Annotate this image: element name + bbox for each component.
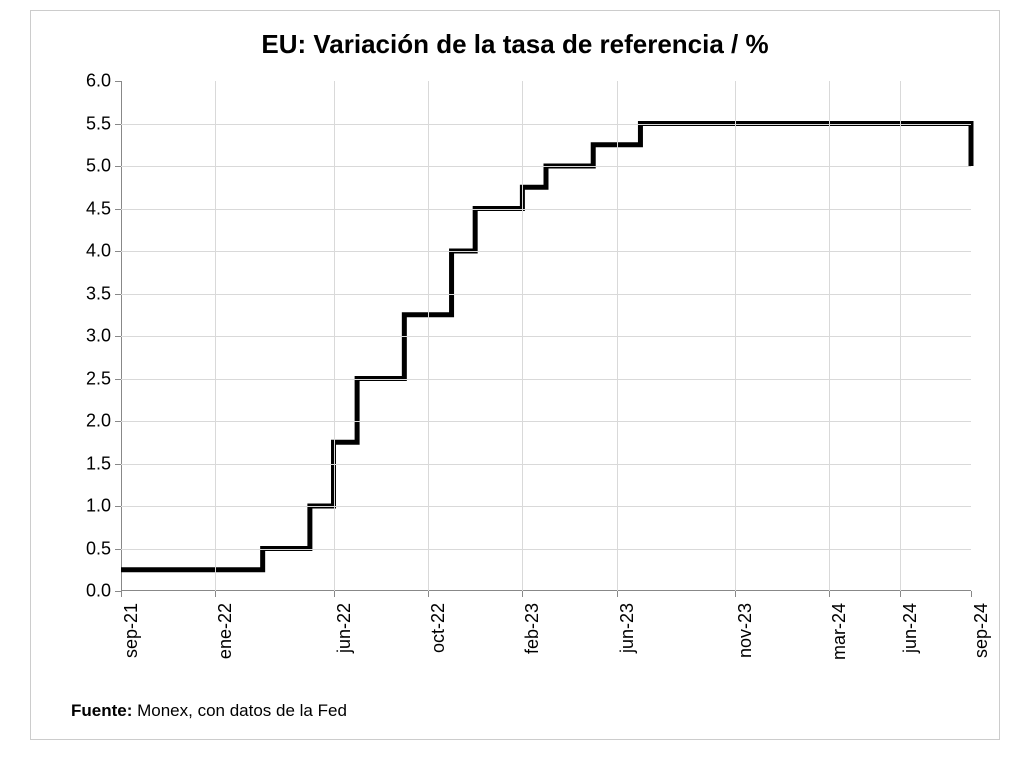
y-axis-label: 3.0 — [86, 326, 121, 347]
grid-line-horizontal — [121, 209, 971, 210]
grid-line-vertical — [735, 81, 736, 591]
x-tick — [121, 591, 122, 597]
y-axis-label: 4.5 — [86, 198, 121, 219]
x-axis-label: mar-24 — [829, 603, 850, 660]
grid-line-horizontal — [121, 506, 971, 507]
plot-area: 0.00.51.01.52.02.53.03.54.04.55.05.56.0s… — [121, 81, 971, 591]
grid-line-vertical — [522, 81, 523, 591]
source-text: Monex, con datos de la Fed — [132, 701, 347, 720]
y-axis-label: 6.0 — [86, 71, 121, 92]
y-axis-label: 5.0 — [86, 156, 121, 177]
chart-source: Fuente: Monex, con datos de la Fed — [71, 701, 347, 721]
y-axis-label: 0.0 — [86, 581, 121, 602]
y-axis-label: 2.5 — [86, 368, 121, 389]
x-tick — [428, 591, 429, 597]
source-label: Fuente: — [71, 701, 132, 720]
grid-line-horizontal — [121, 251, 971, 252]
x-tick — [971, 591, 972, 597]
grid-line-horizontal — [121, 294, 971, 295]
grid-line-horizontal — [121, 421, 971, 422]
x-axis-label: oct-22 — [428, 603, 449, 653]
y-axis-label: 1.0 — [86, 496, 121, 517]
x-axis-label: jun-22 — [334, 603, 355, 653]
x-axis-label: jun-24 — [900, 603, 921, 653]
grid-line-horizontal — [121, 549, 971, 550]
x-tick — [522, 591, 523, 597]
grid-line-vertical — [617, 81, 618, 591]
x-axis-label: sep-21 — [121, 603, 142, 658]
y-axis-label: 4.0 — [86, 241, 121, 262]
rate-line — [121, 124, 971, 570]
x-tick — [735, 591, 736, 597]
x-axis-label: nov-23 — [735, 603, 756, 658]
x-tick — [900, 591, 901, 597]
grid-line-horizontal — [121, 336, 971, 337]
y-axis-label: 0.5 — [86, 538, 121, 559]
grid-line-horizontal — [121, 464, 971, 465]
grid-line-horizontal — [121, 124, 971, 125]
x-axis-label: sep-24 — [971, 603, 992, 658]
chart-title: EU: Variación de la tasa de referencia /… — [31, 11, 999, 70]
x-axis-label: feb-23 — [522, 603, 543, 654]
y-axis-label: 3.5 — [86, 283, 121, 304]
grid-line-horizontal — [121, 166, 971, 167]
grid-line-vertical — [215, 81, 216, 591]
x-tick — [334, 591, 335, 597]
x-tick — [829, 591, 830, 597]
grid-line-vertical — [334, 81, 335, 591]
y-axis-label: 2.0 — [86, 411, 121, 432]
grid-line-vertical — [900, 81, 901, 591]
y-axis-label: 1.5 — [86, 453, 121, 474]
chart-container: EU: Variación de la tasa de referencia /… — [30, 10, 1000, 740]
grid-line-horizontal — [121, 379, 971, 380]
grid-line-vertical — [428, 81, 429, 591]
x-tick — [215, 591, 216, 597]
x-axis-label: jun-23 — [617, 603, 638, 653]
x-tick — [617, 591, 618, 597]
grid-line-vertical — [829, 81, 830, 591]
x-axis-label: ene-22 — [215, 603, 236, 659]
y-axis-label: 5.5 — [86, 113, 121, 134]
